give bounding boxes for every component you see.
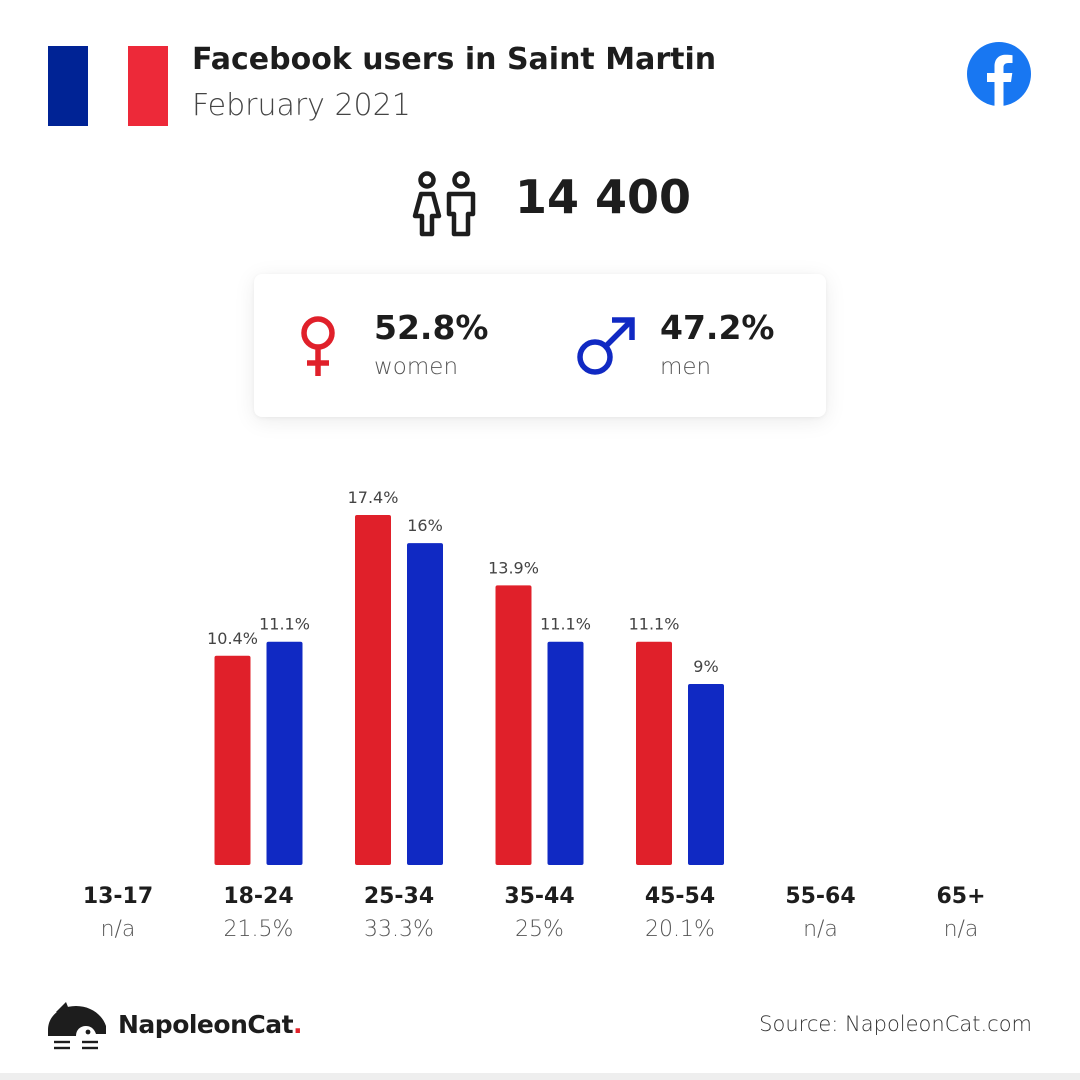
brand-name: NapoleonCat. (118, 1010, 303, 1039)
age-group-share: 25% (515, 917, 564, 942)
brand-dot: . (293, 1010, 303, 1039)
bar-18-24-series-0 (214, 655, 251, 865)
flag-stripe-red (128, 46, 168, 126)
bar-25-34-series-0 (355, 515, 391, 865)
bar-18-24-series-1 (266, 641, 303, 865)
age-group-label: 55-64 (785, 884, 856, 909)
flag-stripe-blue (48, 46, 88, 126)
page-title: Facebook users in Saint Martin (192, 42, 717, 77)
women-percent: 52.8% (374, 308, 489, 347)
age-group-label: 35-44 (504, 884, 575, 909)
age-group-share: 21.5% (223, 917, 294, 942)
bar-35-44-series-0 (495, 585, 532, 865)
bar-value-label: 13.9% (488, 558, 539, 577)
men-percent: 47.2% (660, 308, 775, 347)
bottom-strip (0, 1073, 1080, 1080)
total-users-value: 14 400 (515, 170, 692, 224)
page-subtitle: February 2021 (192, 88, 411, 123)
age-group-label: 45-54 (644, 884, 716, 909)
people-icon (412, 171, 476, 237)
bar-25-34-series-1 (407, 543, 443, 865)
venus-icon (301, 316, 335, 376)
age-group-share: n/a (943, 917, 979, 942)
age-gender-bar-chart: 10.4%11.1%17.4%16%13.9%11.1% 11.1%9% (207, 488, 724, 865)
men-label: men (660, 354, 712, 380)
france-flag (48, 46, 168, 126)
age-group-share: 20.1% (645, 917, 715, 942)
bar-value-label: 11.1% (540, 615, 591, 634)
age-group-share: n/a (803, 917, 838, 942)
gender-card (254, 274, 826, 417)
bar-value-label: 17.4% (348, 488, 399, 507)
bar-45-54-series-1 (688, 683, 724, 865)
bar-value-label: 10.4% (207, 629, 258, 648)
source-text: Source: NapoleonCat.com (759, 1012, 1032, 1036)
age-group-label: 13-17 (82, 884, 154, 909)
flag-stripe-white (88, 46, 128, 126)
napoleoncat-logo-icon (48, 1002, 106, 1050)
bar-value-label: 11.1% (259, 615, 310, 634)
bar-value-label: 9% (693, 657, 718, 676)
women-label: women (374, 354, 459, 380)
age-group-label: 65+ (936, 884, 986, 909)
brand-text: NapoleonCat (118, 1010, 294, 1039)
age-group-label: 25-34 (363, 884, 435, 909)
bar-45-54-series-0 (636, 641, 672, 865)
facebook-icon[interactable] (967, 42, 1031, 106)
bar-35-44-series-1 (547, 641, 584, 865)
age-group-share: n/a (100, 917, 136, 942)
bar-value-label: 11.1% (629, 615, 680, 634)
bar-value-label: 16% (407, 516, 443, 535)
age-group-share: 33.3% (364, 917, 434, 942)
mars-icon (577, 317, 635, 375)
age-group-label: 18-24 (223, 884, 294, 909)
